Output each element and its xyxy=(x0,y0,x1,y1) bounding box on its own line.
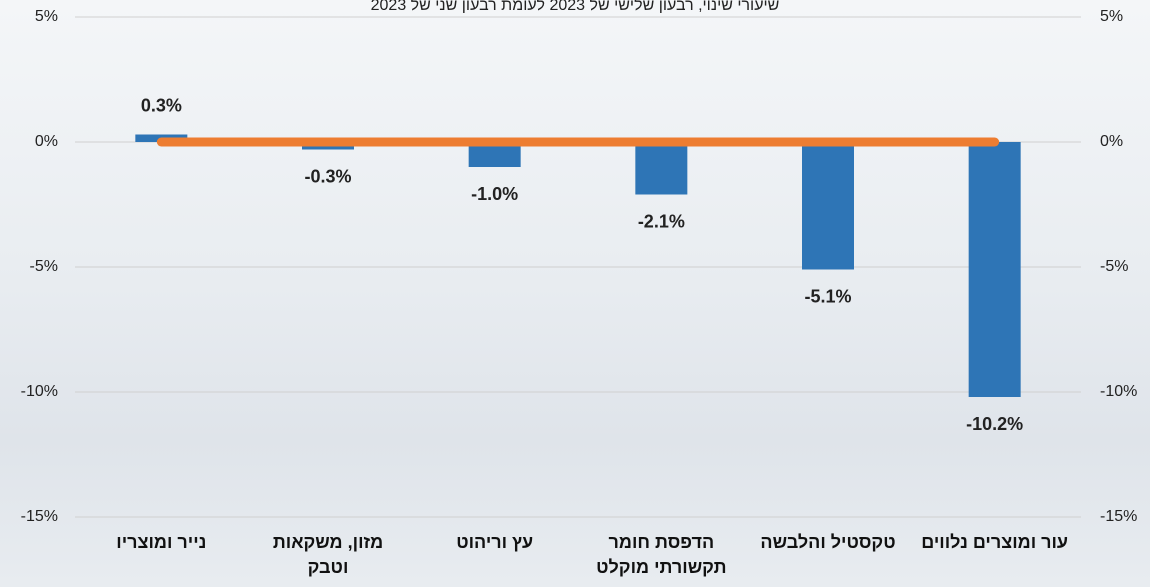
x-tick-label: עץ וריהוט xyxy=(417,530,573,555)
chart-container: שיעורי שינוי, רבעון שלישי של 2023 לעומת … xyxy=(0,0,1150,587)
bar xyxy=(969,142,1021,397)
data-label: -1.0% xyxy=(471,184,518,204)
y2-tick-label: 5% xyxy=(1100,8,1123,25)
y2-tick-label: -15% xyxy=(1100,508,1137,525)
data-label: -2.1% xyxy=(638,211,685,231)
y2-tick-label: -10% xyxy=(1100,383,1137,400)
y2-tick-label: -5% xyxy=(1100,258,1128,275)
x-tick-label: הדפסת חומר תקשורתי מוקלט xyxy=(583,530,739,580)
y-tick-label: -10% xyxy=(21,383,58,400)
chart: שיעורי שינוי, רבעון שלישי של 2023 לעומת … xyxy=(0,0,1150,587)
y-tick-label: 5% xyxy=(35,8,58,25)
x-tick-label: מזון, משקאות וטבק xyxy=(250,530,406,580)
chart-title: שיעורי שינוי, רבעון שלישי של 2023 לעומת … xyxy=(371,0,780,14)
x-tick-label: נייר ומוצריו xyxy=(83,530,239,555)
data-label: -10.2% xyxy=(966,414,1023,434)
bar xyxy=(635,142,687,195)
x-tick-label: עור ומוצרים נלווים xyxy=(917,530,1073,555)
data-label: -0.3% xyxy=(304,166,351,186)
x-tick-label: טקסטיל והלבשה xyxy=(750,530,906,555)
data-label: 0.3% xyxy=(141,95,182,115)
y-tick-label: -15% xyxy=(21,508,58,525)
y2-tick-label: 0% xyxy=(1100,133,1123,150)
bar xyxy=(802,142,854,270)
y-tick-label: -5% xyxy=(30,258,58,275)
y-tick-label: 0% xyxy=(35,133,58,150)
data-label: -5.1% xyxy=(804,286,851,306)
